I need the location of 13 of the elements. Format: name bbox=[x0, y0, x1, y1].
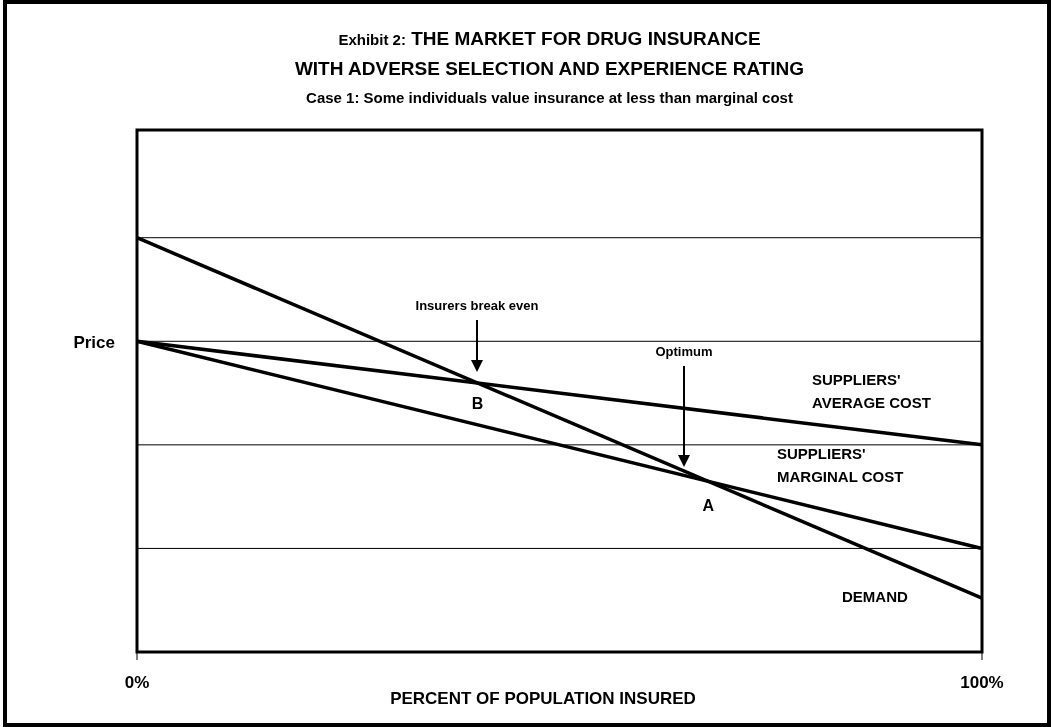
series-label: DEMAND bbox=[842, 588, 908, 606]
annotation: B bbox=[471, 395, 484, 413]
x-axis-title: PERCENT OF POPULATION INSURED bbox=[390, 689, 696, 708]
x-tick-label: 0% bbox=[124, 673, 150, 692]
chart-subtitle: Case 1: Some individuals value insurance at less than marginal cost bbox=[306, 89, 793, 106]
annotation: Insurers break even bbox=[415, 298, 539, 313]
y-axis-title: Price bbox=[73, 333, 115, 352]
annotation: A bbox=[702, 497, 715, 515]
chart-title: Exhibit 2: THE MARKET FOR DRUG INSURANCE WITH ADVERSE SELECTION AND EXPERIENCE RATING bbox=[294, 28, 805, 79]
annotation: Optimum bbox=[655, 344, 713, 359]
series-label: SUPPLIERS' MARGINAL COST bbox=[777, 445, 904, 486]
x-tick-label: 100% bbox=[960, 673, 1004, 692]
series-label: SUPPLIERS' AVERAGE COST bbox=[812, 370, 931, 411]
